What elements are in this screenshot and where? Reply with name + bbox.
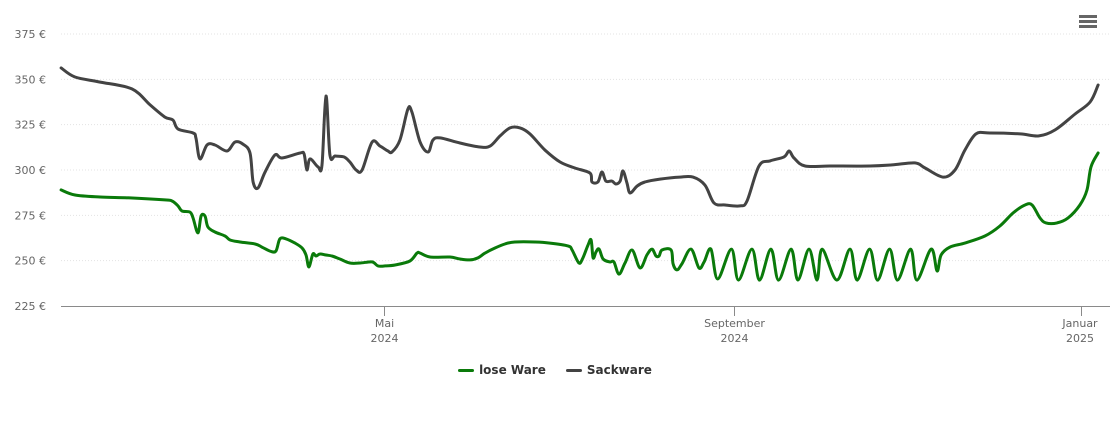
series-lines [59,66,1100,282]
hamburger-menu-icon [1078,15,1098,28]
legend-swatch-lose-ware [458,368,475,372]
y-tick-label: 300 € [15,164,47,177]
x-axis: Mai 2024 September 2024 Januar 2025 [61,306,1110,345]
y-axis: 225 € 250 € 275 € 300 € 325 € 350 € 375 € [15,28,47,313]
y-tick-label: 375 € [15,28,47,41]
x-tick-label: Januar [1061,317,1098,330]
legend-item-lose-ware[interactable]: lose Ware [458,363,546,377]
x-tick-year: 2025 [1066,332,1094,345]
x-tick-label: Mai [375,317,394,330]
y-tick-label: 250 € [15,255,47,268]
legend-item-sackware[interactable]: Sackware [565,363,652,377]
y-tick-label: 350 € [15,73,47,86]
legend-swatch-sackware [565,368,582,372]
series-line-sackware[interactable] [59,66,1100,208]
x-tick-year: 2024 [371,332,399,345]
legend-label: lose Ware [479,363,546,377]
y-tick-label: 325 € [15,119,47,132]
y-tick-label: 225 € [15,300,47,313]
y-tick-label: 275 € [15,209,47,222]
chart-menu-button[interactable] [1078,13,1098,31]
grid-lines [61,33,1110,262]
legend-label: Sackware [586,363,652,377]
series-line-lose-ware[interactable] [59,151,1100,282]
x-tick-year: 2024 [721,332,749,345]
legend: lose Ware Sackware [0,363,1110,377]
x-tick-label: September [704,317,765,330]
